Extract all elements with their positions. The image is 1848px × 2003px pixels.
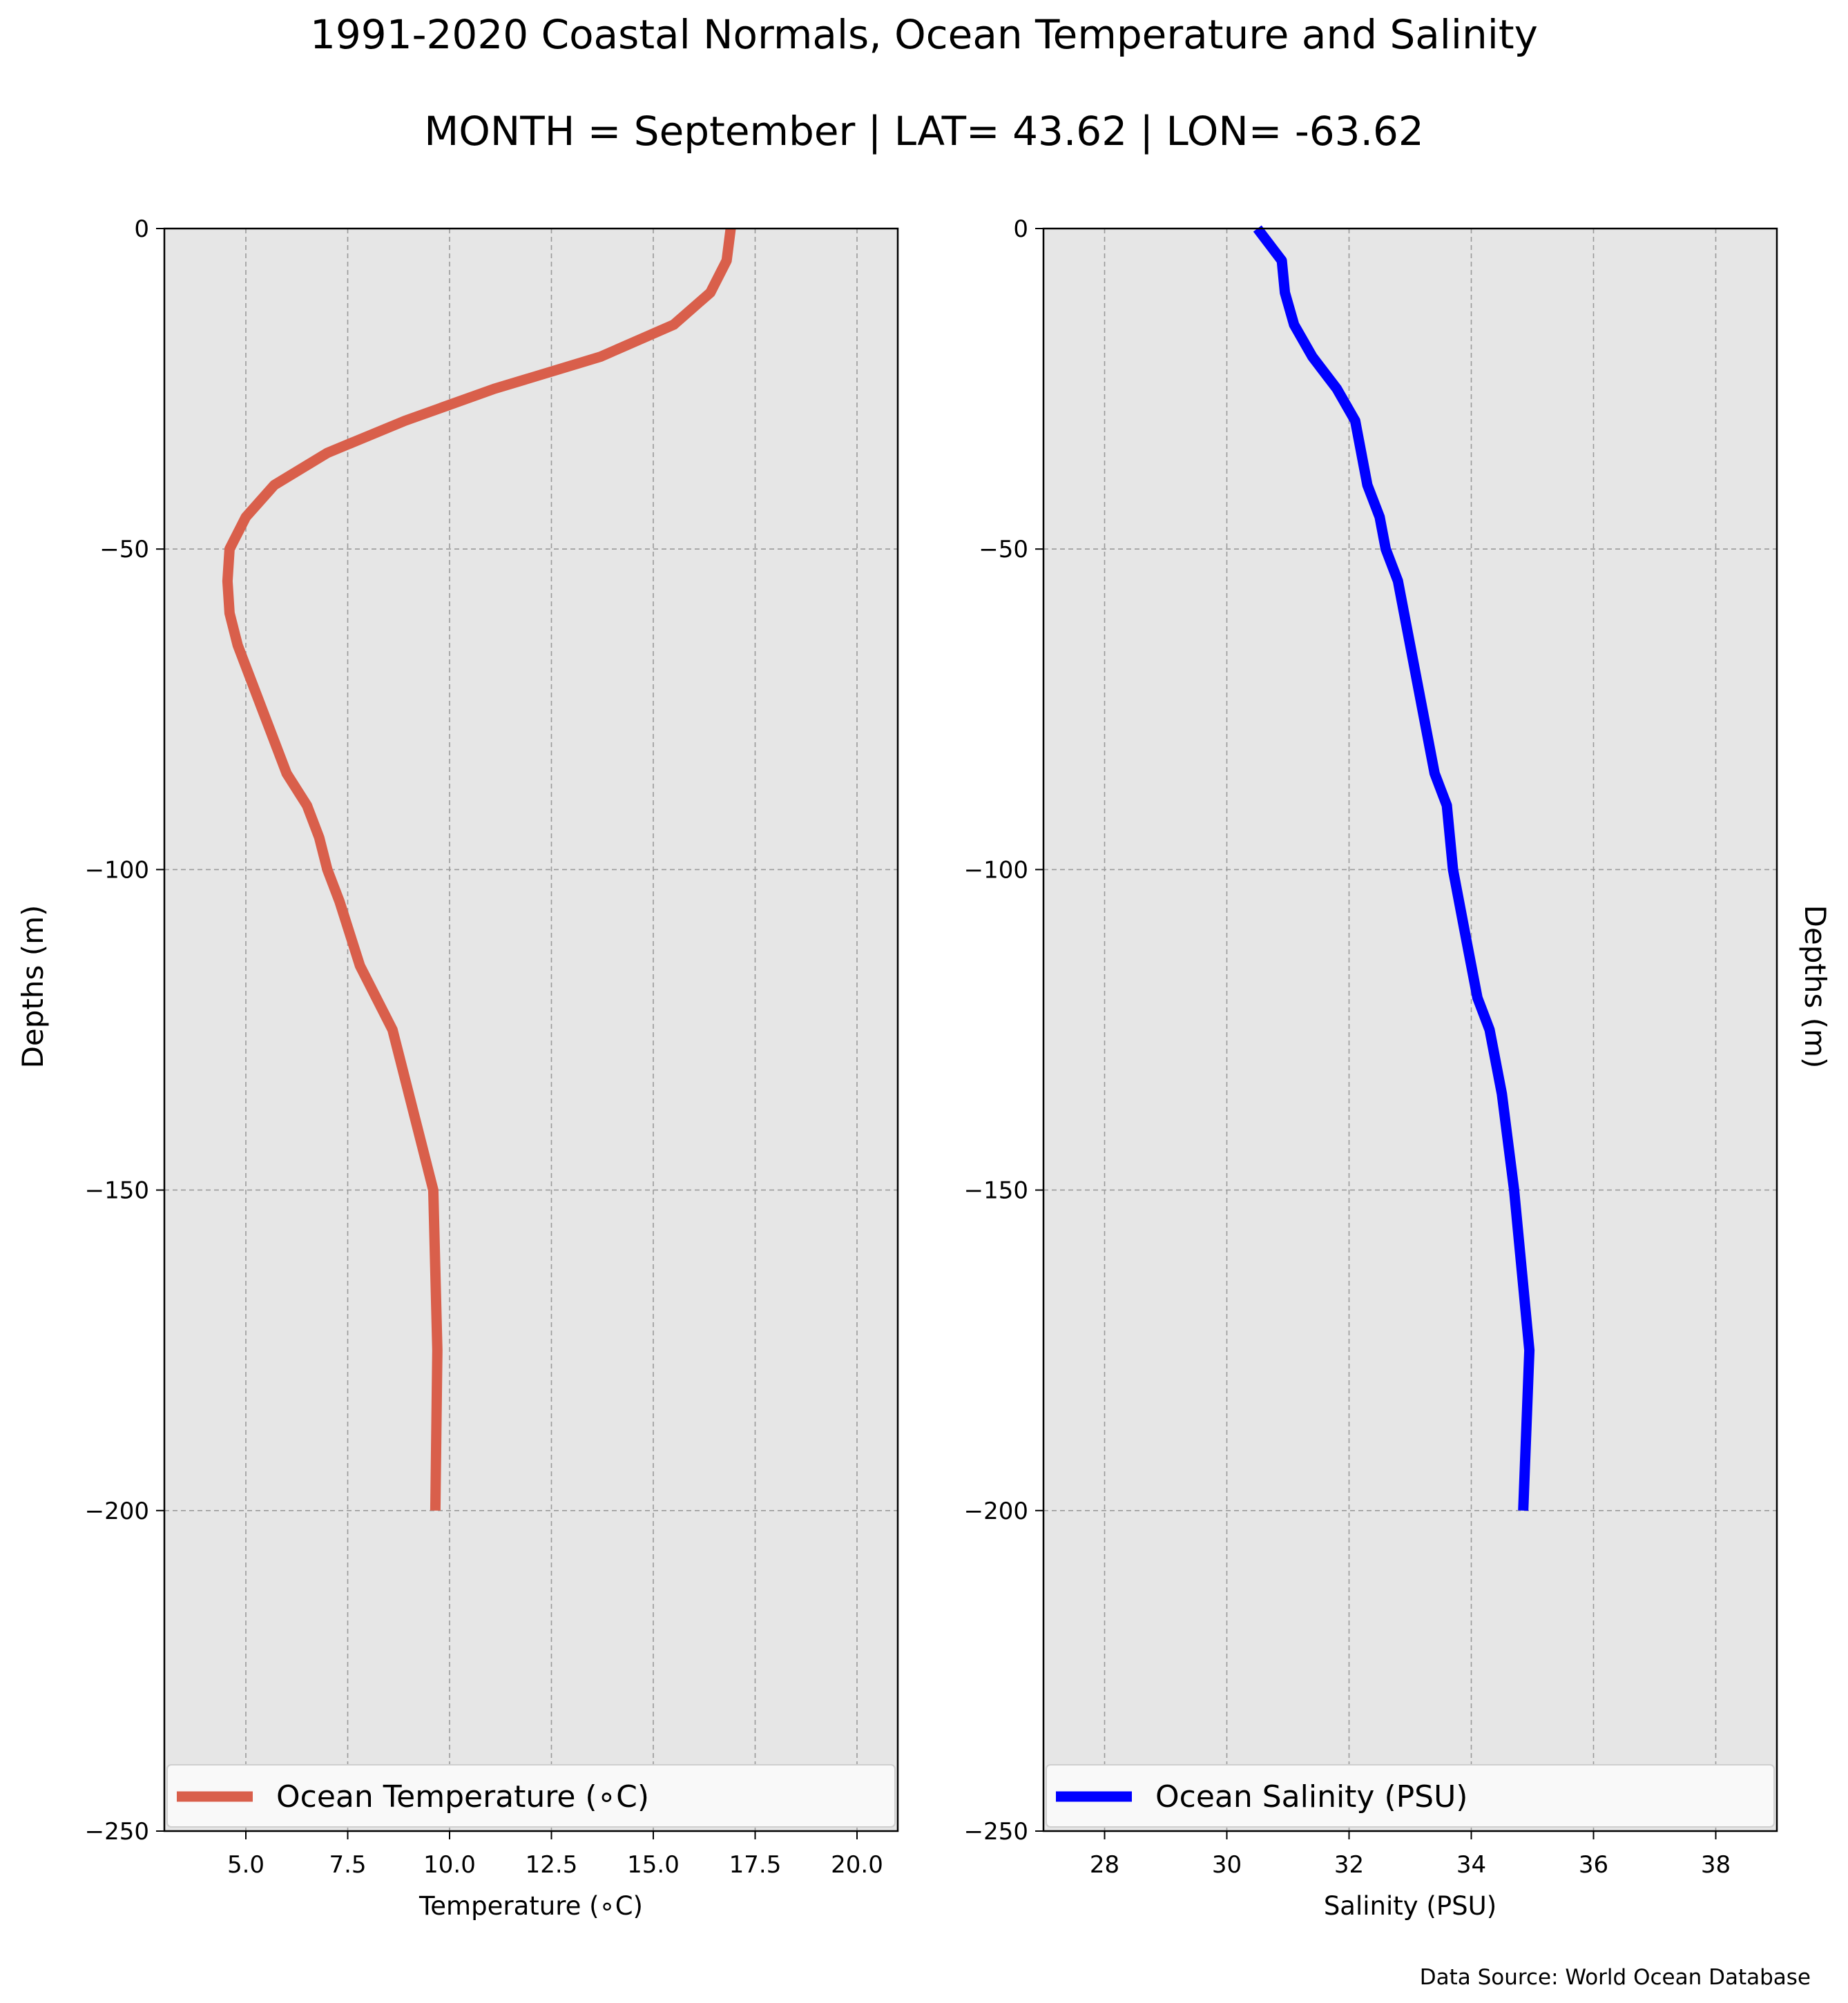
data-point: [436, 1349, 439, 1352]
x-tick-label: 20.0: [831, 1851, 883, 1879]
plot-area: [1043, 229, 1777, 1831]
data-point: [432, 1189, 434, 1192]
x-tick-label: 10.0: [423, 1851, 476, 1879]
y-tick-label: −250: [964, 1818, 1028, 1846]
data-point: [1336, 387, 1338, 390]
data-point: [1433, 772, 1436, 775]
data-point: [599, 356, 601, 358]
data-point: [1366, 483, 1369, 486]
y-tick-label: −250: [85, 1818, 149, 1846]
x-axis-label: Temperature (∘C): [418, 1891, 643, 1921]
legend: Ocean Temperature (∘C): [166, 1764, 896, 1828]
data-point: [1445, 804, 1448, 807]
x-tick-label: 38: [1701, 1851, 1731, 1879]
data-point: [228, 612, 231, 615]
legend-box: [166, 1764, 896, 1828]
y-tick-label: 0: [134, 215, 149, 243]
y-tick-label: −150: [85, 1177, 149, 1205]
data-point: [1528, 1349, 1531, 1352]
y-tick-label: −100: [964, 856, 1028, 884]
axes-frame: [163, 227, 899, 1832]
x-tick-label: 12.5: [526, 1851, 578, 1879]
data-point: [1512, 1189, 1515, 1192]
x-tick-label: 7.5: [329, 1851, 366, 1879]
data-point: [1284, 291, 1287, 294]
data-point: [1396, 580, 1399, 583]
data-point: [306, 804, 309, 807]
data-point: [244, 516, 247, 519]
data-point: [1385, 548, 1387, 550]
x-tick-label: 34: [1456, 1851, 1486, 1879]
data-point: [709, 291, 712, 294]
data-point: [1452, 868, 1454, 871]
data-point: [1378, 516, 1381, 519]
temperature-panel: 5.0 7.5 10.0 12.5 15.0 17.5 20.0 0 −50 −100 −150 −2…: [85, 215, 899, 1921]
series-line: [222, 228, 736, 1511]
y-tick-label: −150: [964, 1177, 1028, 1205]
legend-label: Ocean Temperature (∘C): [276, 1779, 649, 1815]
data-point: [403, 420, 406, 423]
data-point: [1522, 1509, 1525, 1512]
y-axis-label-left: Depths (m): [16, 905, 50, 1069]
data-point: [236, 644, 239, 646]
x-tick-label: 15.0: [627, 1851, 680, 1879]
data-point: [434, 1509, 436, 1512]
data-point: [261, 708, 264, 710]
y-tick-label: −200: [964, 1498, 1028, 1525]
y-tick-label: 0: [1013, 215, 1028, 243]
data-source-note: Data Source: World Ocean Database: [1420, 1965, 1811, 1990]
data-point: [1293, 323, 1296, 326]
data-point: [338, 900, 341, 903]
legend-box: [1046, 1764, 1775, 1828]
data-point: [1464, 932, 1467, 935]
data-point: [1409, 644, 1412, 646]
chart-title: 1991-2020 Coastal Normals, Ocean Tempera…: [310, 11, 1538, 58]
data-point: [493, 387, 496, 390]
data-point: [1354, 420, 1356, 423]
x-tick-label: 5.0: [227, 1851, 264, 1879]
data-point: [326, 452, 329, 454]
y-tick-label: −100: [85, 856, 149, 884]
data-point: [391, 1029, 394, 1032]
y-axis-label-right: Depths (m): [1798, 905, 1832, 1069]
data-point: [1488, 1029, 1491, 1032]
data-point: [226, 580, 229, 583]
data-point: [673, 323, 675, 326]
x-axis-label: Salinity (PSU): [1324, 1891, 1496, 1921]
salinity-panel: 28 30 32 34 36 38 0 −50 −100 −150 −200 −250 Salinity…: [964, 215, 1778, 1921]
data-point: [407, 1092, 410, 1095]
x-tick-label: 32: [1334, 1851, 1364, 1879]
data-point: [358, 965, 361, 967]
data-point: [318, 836, 320, 839]
x-tick-label: 28: [1090, 1851, 1119, 1879]
y-tick-label: −200: [85, 1498, 149, 1525]
data-point: [1421, 708, 1424, 710]
data-point: [1311, 356, 1313, 358]
data-point: [424, 1157, 427, 1159]
legend-label: Ocean Salinity (PSU): [1155, 1779, 1467, 1815]
data-point: [326, 868, 329, 871]
x-tick-label: 17.5: [729, 1851, 782, 1879]
data-point: [725, 259, 728, 262]
data-point: [1280, 259, 1283, 262]
data-point: [228, 548, 231, 550]
data-point: [273, 483, 276, 486]
data-point: [285, 772, 288, 775]
x-tick-label: 30: [1212, 1851, 1242, 1879]
data-point: [1476, 996, 1479, 999]
axes-frame: [1042, 227, 1778, 1832]
y-tick-label: −50: [99, 536, 149, 563]
series-line: [1253, 225, 1535, 1511]
legend: Ocean Salinity (PSU): [1046, 1764, 1775, 1828]
y-tick-label: −50: [979, 536, 1028, 563]
x-tick-label: 36: [1579, 1851, 1608, 1879]
data-point: [1501, 1092, 1503, 1095]
plot-area: [164, 229, 898, 1831]
chart-subtitle: MONTH = September | LAT= 43.62 | LON= -6…: [424, 108, 1424, 155]
